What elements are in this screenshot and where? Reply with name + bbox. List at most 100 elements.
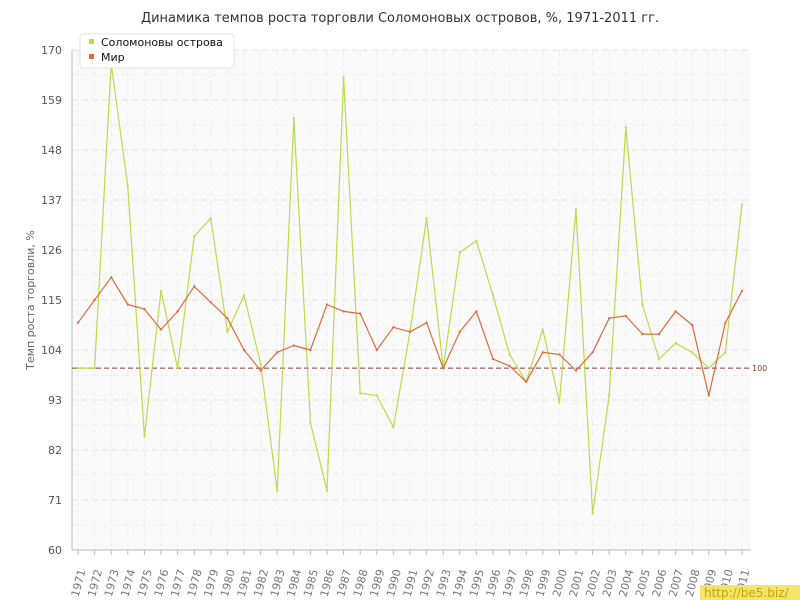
data-point — [624, 126, 627, 129]
data-point — [126, 303, 129, 306]
legend-label-solomon: Соломоновы острова — [101, 36, 223, 49]
data-point — [193, 235, 196, 238]
data-point — [159, 328, 163, 331]
data-point — [242, 294, 246, 297]
data-point — [425, 321, 428, 324]
data-point — [176, 310, 179, 313]
data-point — [641, 332, 644, 336]
watermark: http://be5.biz/ — [700, 585, 800, 600]
legend: Соломоновы острова Мир — [79, 33, 235, 69]
data-point — [574, 369, 578, 372]
data-point — [724, 351, 727, 354]
data-point — [458, 251, 461, 254]
data-point — [375, 348, 378, 352]
y-tick-labels: 60 71 82 93 104 115 126 137 148 159 170 — [41, 44, 62, 557]
data-point — [591, 351, 594, 354]
data-point — [740, 289, 744, 293]
data-point — [591, 512, 594, 515]
data-point — [691, 323, 694, 327]
data-point — [110, 276, 113, 279]
data-point — [724, 321, 727, 324]
data-point — [475, 310, 478, 313]
data-point — [392, 326, 395, 329]
y-tick-label: 148 — [41, 144, 62, 157]
data-point — [259, 369, 262, 372]
data-point — [143, 435, 146, 438]
data-point — [309, 421, 312, 424]
data-point — [209, 301, 212, 304]
data-point — [93, 366, 96, 370]
data-point — [226, 330, 229, 334]
axis-layer — [71, 50, 751, 551]
data-point — [159, 289, 163, 293]
y-tick-label: 104 — [41, 344, 62, 357]
grid-layer — [72, 49, 751, 550]
data-point — [209, 216, 212, 220]
data-point — [259, 362, 262, 365]
data-point — [707, 394, 710, 397]
data-point — [624, 314, 627, 318]
y-tick-label: 126 — [41, 244, 62, 257]
data-point — [342, 76, 345, 79]
data-point — [541, 351, 544, 354]
y-tick-label: 93 — [48, 394, 62, 407]
data-point — [525, 380, 528, 384]
chart-title: Динамика темпов роста торговли Соломонов… — [141, 11, 659, 26]
watermark-text: http://be5.biz/ — [704, 586, 789, 600]
legend-swatch-solomon — [89, 39, 94, 44]
data-point — [309, 348, 312, 352]
y-tick-label: 159 — [41, 94, 62, 107]
data-point — [740, 203, 744, 206]
data-point — [707, 366, 710, 370]
data-point — [375, 394, 378, 397]
data-point — [276, 489, 279, 493]
data-point — [491, 294, 495, 297]
series-layer — [76, 62, 744, 515]
data-point — [508, 353, 511, 356]
data-point — [657, 332, 661, 336]
data-point — [442, 366, 445, 370]
data-point — [226, 316, 229, 320]
data-point — [242, 348, 246, 352]
y-tick-label: 71 — [48, 494, 62, 507]
data-point — [408, 330, 412, 334]
data-point — [176, 366, 179, 370]
data-point — [76, 366, 80, 370]
data-point — [325, 303, 329, 306]
data-point — [541, 328, 544, 331]
data-point — [325, 489, 329, 493]
legend-box — [79, 33, 235, 69]
data-point — [657, 357, 661, 361]
x-tick-labels: 1971197219731974197519761977197819791980… — [69, 550, 753, 598]
data-point — [93, 298, 96, 302]
data-point — [359, 391, 362, 395]
y-tick-label: 137 — [41, 194, 62, 207]
data-point — [508, 364, 511, 368]
data-point — [491, 357, 495, 361]
reference-line-group: 100 — [72, 364, 767, 373]
data-point — [359, 312, 362, 315]
legend-label-world: Мир — [101, 51, 125, 64]
data-point — [674, 310, 677, 313]
y-tick-label: 115 — [41, 294, 62, 307]
data-point — [608, 394, 611, 397]
data-point — [641, 303, 644, 306]
data-point — [475, 239, 478, 243]
data-point — [76, 321, 80, 324]
data-point — [276, 351, 279, 354]
data-point — [608, 316, 611, 320]
data-point — [292, 116, 295, 120]
legend-swatch-world — [89, 54, 94, 59]
data-point — [425, 216, 428, 220]
data-point — [691, 351, 694, 354]
reference-line-label: 100 — [752, 364, 767, 373]
data-point — [392, 426, 395, 429]
data-point — [558, 401, 561, 404]
data-point — [143, 307, 146, 311]
data-point — [193, 285, 196, 288]
y-tick-label: 60 — [48, 544, 62, 557]
data-point — [458, 330, 461, 334]
data-point — [574, 207, 578, 211]
data-point — [292, 344, 295, 347]
